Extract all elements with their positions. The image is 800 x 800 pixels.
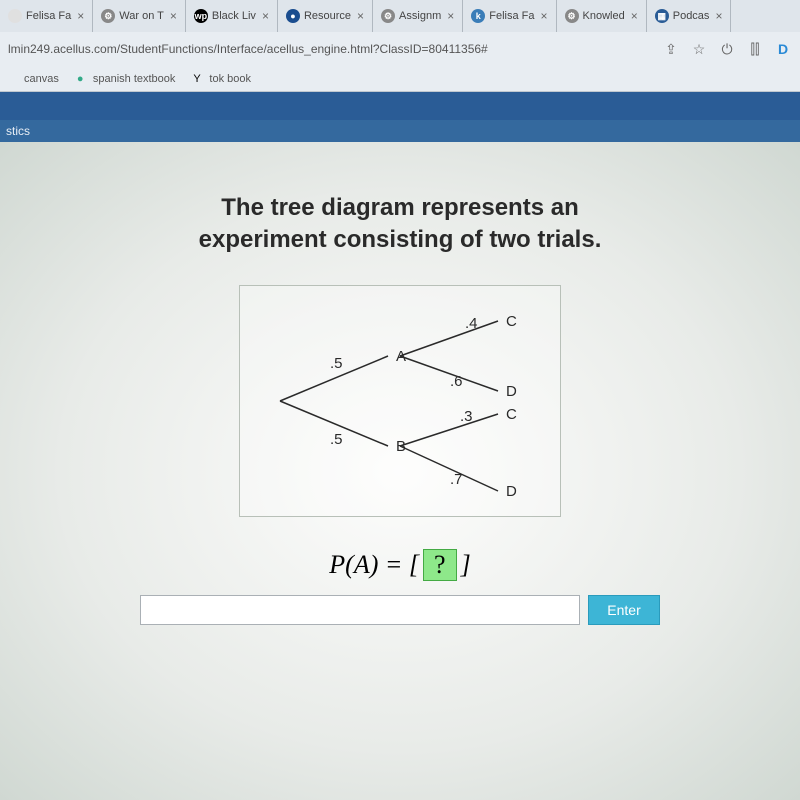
tab-favicon: ⚙ [381,9,395,23]
browser-tab[interactable]: Felisa Fa × [0,0,93,32]
tree-edge [400,321,498,356]
edge-prob-label: .7 [450,471,463,488]
bookmark-icon [8,73,20,85]
browser-tab-strip: Felisa Fa × ⚙ War on T × wp Black Liv × ● Resourc… [0,0,800,32]
enter-button[interactable]: Enter [588,595,660,625]
formula-lhs: P(A) = [ [329,550,419,580]
edge-prob-label: .3 [460,408,473,425]
browser-tab[interactable]: wp Black Liv × [186,0,278,32]
formula-rhs: ] [461,550,471,580]
browser-tab[interactable]: ⚙ Assignm × [373,0,463,32]
edge-prob-label: .4 [465,315,478,332]
bookmark-label: canvas [24,73,59,85]
bookmark-bar: canvas ● spanish textbook Ytok book [0,66,800,92]
question-text: The tree diagram represents an experimen… [199,192,602,257]
tab-favicon: wp [194,9,208,23]
close-icon[interactable]: × [541,9,548,23]
tab-label: War on T [119,10,164,22]
bookmark-icon: Y [193,73,205,85]
tab-favicon: ⚙ [101,9,115,23]
node-label: C [506,406,517,423]
tab-label: Assignm [399,10,441,22]
close-icon[interactable]: × [170,9,177,23]
node-label: C [506,313,517,330]
node-label: D [506,383,517,400]
browser-tab[interactable]: ⚙ War on T × [93,0,186,32]
formula: P(A) = [ ? ] [329,549,470,581]
power-icon[interactable]: ⏻ [718,40,736,58]
tab-favicon [8,9,22,23]
tree-edge [400,446,498,491]
question-line2: experiment consisting of two trials. [199,226,602,253]
content-area: The tree diagram represents an experimen… [0,142,800,800]
bookmark-item[interactable]: ● spanish textbook [77,73,176,85]
edge-prob-label: .5 [330,355,343,372]
bookmark-item[interactable]: canvas [8,73,59,85]
edge-prob-label: .5 [330,431,343,448]
sub-banner: stics [0,120,800,142]
answer-input[interactable] [140,595,580,625]
tab-label: Felisa Fa [489,10,534,22]
tab-label: Knowled [583,10,625,22]
bookmark-label: tok book [209,73,251,85]
node-label: B [396,438,406,455]
close-icon[interactable]: × [631,9,638,23]
tab-label: Black Liv [212,10,256,22]
tree-diagram: .5.5.4.6.3.7ABCDCD [239,285,561,517]
browser-tab[interactable]: k Felisa Fa × [463,0,556,32]
tab-favicon: ● [286,9,300,23]
tab-favicon: k [471,9,485,23]
star-icon[interactable]: ☆ [690,40,708,58]
edge-prob-label: .6 [450,373,463,390]
tab-label: Podcas [673,10,710,22]
nav-banner [0,92,800,120]
node-label: A [396,348,406,365]
sub-banner-text: stics [6,124,30,138]
close-icon[interactable]: × [715,9,722,23]
equalizer-icon[interactable]: ⫿⫿ [746,40,764,58]
url-text: lmin249.acellus.com/StudentFunctions/Int… [8,42,652,56]
bookmark-label: spanish textbook [93,73,176,85]
tree-edge [400,414,498,446]
answer-placeholder-box: ? [423,549,457,581]
browser-tab[interactable]: ⚙ Knowled × [557,0,647,32]
close-icon[interactable]: × [262,9,269,23]
tree-edge [400,356,498,391]
tab-label: Felisa Fa [26,10,71,22]
tab-favicon: ⚙ [565,9,579,23]
bookmark-item[interactable]: Ytok book [193,73,251,85]
tab-favicon: ▦ [655,9,669,23]
question-line1: The tree diagram represents an [221,194,578,221]
browser-tab[interactable]: ● Resource × [278,0,373,32]
node-label: D [506,483,517,500]
browser-url-bar: lmin249.acellus.com/StudentFunctions/Int… [0,32,800,66]
d-icon[interactable]: D [774,40,792,58]
tab-label: Resource [304,10,351,22]
answer-input-row: Enter [140,595,660,625]
tree-diagram-svg: .5.5.4.6.3.7ABCDCD [250,296,550,506]
close-icon[interactable]: × [357,9,364,23]
close-icon[interactable]: × [447,9,454,23]
browser-tab[interactable]: ▦ Podcas × [647,0,732,32]
close-icon[interactable]: × [77,9,84,23]
share-icon[interactable]: ⇪ [662,40,680,58]
bookmark-icon: ● [77,73,89,85]
